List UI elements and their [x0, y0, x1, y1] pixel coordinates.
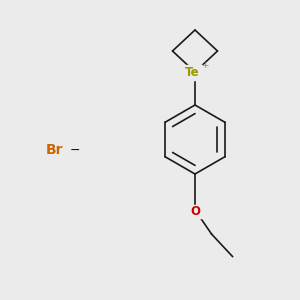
Text: Br: Br	[46, 143, 63, 157]
Text: O: O	[190, 205, 200, 218]
Text: +: +	[201, 61, 208, 70]
Bar	[182, 65, 204, 80]
Bar	[187, 205, 203, 218]
Text: −: −	[70, 143, 80, 157]
Text: Te: Te	[185, 65, 200, 79]
